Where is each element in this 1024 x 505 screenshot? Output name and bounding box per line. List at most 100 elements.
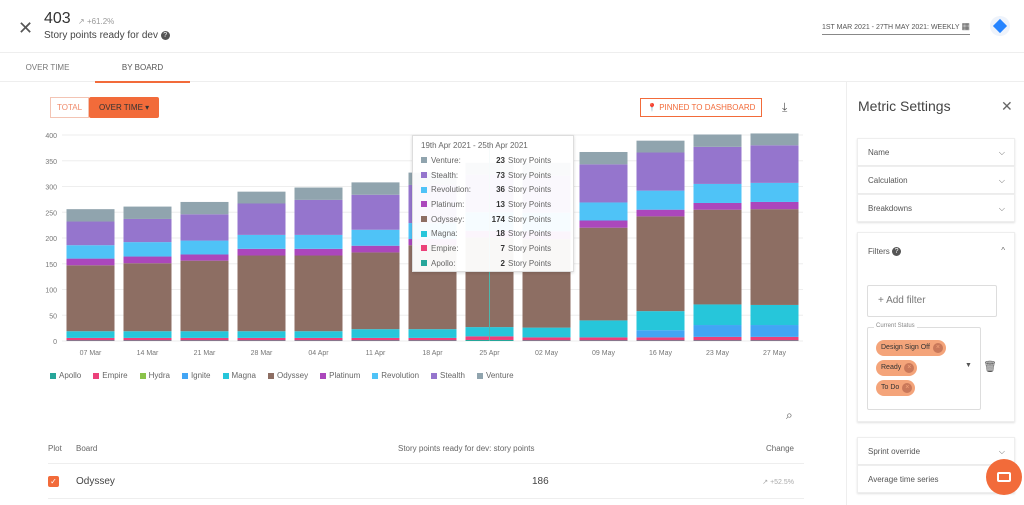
bar-segment-revolution[interactable] (579, 202, 628, 221)
status-dropdown-caret-icon[interactable]: ▼ (965, 362, 972, 369)
bar-segment-apollo[interactable] (180, 340, 229, 341)
bar-segment-revolution[interactable] (693, 183, 742, 203)
col-change[interactable]: Change (765, 444, 794, 453)
tab-by-board[interactable]: BY BOARD (95, 53, 190, 83)
bar-segment-ignite[interactable] (693, 325, 742, 337)
bar-segment-magna[interactable] (66, 331, 115, 338)
close-icon[interactable]: ✕ (18, 18, 34, 38)
bar-segment-odyssey[interactable] (579, 227, 628, 321)
over-time-dropdown[interactable]: OVER TIME ▾ (89, 97, 160, 118)
chat-launcher-icon[interactable] (986, 459, 1022, 495)
section-name[interactable]: Name ⌵ (857, 138, 1015, 166)
bar-segment-revolution[interactable] (123, 242, 172, 257)
bar-segment-revolution[interactable] (750, 182, 799, 202)
bar-segment-odyssey[interactable] (750, 209, 799, 305)
bar-segment-odyssey[interactable] (636, 216, 685, 312)
bar-segment-venture[interactable] (66, 209, 115, 222)
bar-segment-odyssey[interactable] (693, 209, 742, 305)
pinned-to-dashboard-button[interactable]: 📍 PINNED TO DASHBOARD (640, 98, 763, 117)
bar-segment-odyssey[interactable] (123, 263, 172, 332)
bar-segment-venture[interactable] (750, 133, 799, 146)
bar-segment-magna[interactable] (237, 331, 286, 338)
bar-segment-empire[interactable] (693, 336, 742, 341)
bar-segment-stealth[interactable] (579, 164, 628, 203)
help-icon[interactable]: ? (160, 30, 170, 40)
bar-segment-empire[interactable] (237, 337, 286, 341)
bar-segment-platinum[interactable] (294, 248, 343, 256)
remove-chip-icon[interactable]: × (932, 343, 943, 353)
bar-segment-apollo[interactable] (636, 340, 685, 341)
bar-segment-apollo[interactable] (579, 340, 628, 341)
bar-segment-magna[interactable] (522, 327, 571, 338)
plot-checkbox[interactable]: ✓ (48, 476, 59, 487)
bar-segment-apollo[interactable] (522, 340, 571, 341)
legend-item-ignite[interactable]: Ignite (181, 371, 211, 380)
bar-segment-apollo[interactable] (294, 340, 343, 341)
download-icon[interactable]: ⤓ (782, 100, 788, 114)
bar-segment-odyssey[interactable] (66, 265, 115, 332)
bar-segment-venture[interactable] (579, 151, 628, 165)
filters-header[interactable]: Filters ? (868, 247, 902, 257)
bar-segment-venture[interactable] (294, 187, 343, 200)
bar-segment-apollo[interactable] (66, 340, 115, 341)
legend-item-revolution[interactable]: Revolution (372, 371, 419, 380)
bar-segment-empire[interactable] (294, 337, 343, 341)
delete-icon[interactable]: 🗑 (983, 361, 997, 373)
bar-segment-ignite[interactable] (636, 330, 685, 338)
bar-segment-stealth[interactable] (351, 194, 400, 230)
bar-segment-apollo[interactable] (693, 340, 742, 341)
bar-segment-apollo[interactable] (237, 340, 286, 341)
search-icon[interactable]: ⌕ (786, 408, 793, 422)
bar-segment-empire[interactable] (351, 337, 400, 341)
bar-segment-magna[interactable] (693, 304, 742, 326)
bar-segment-stealth[interactable] (237, 203, 286, 235)
help-icon[interactable]: ? (892, 247, 902, 257)
legend-item-empire[interactable]: Empire (93, 371, 128, 380)
bar-segment-odyssey[interactable] (237, 255, 286, 332)
bar-segment-venture[interactable] (636, 140, 685, 153)
bar-segment-revolution[interactable] (294, 234, 343, 249)
close-panel-icon[interactable]: ✕ (1001, 98, 1013, 114)
bar-segment-magna[interactable] (408, 329, 457, 338)
bar-segment-magna[interactable] (180, 331, 229, 338)
col-metric[interactable]: Story points ready for dev: story points (398, 444, 535, 453)
bar-segment-platinum[interactable] (750, 201, 799, 210)
bar-segment-revolution[interactable] (66, 245, 115, 259)
bar-segment-revolution[interactable] (237, 234, 286, 249)
bar-segment-apollo[interactable] (351, 340, 400, 341)
current-status-filter[interactable]: Current Status Design Sign Off × Ready × T… (867, 323, 981, 410)
total-button[interactable]: TOTAL (50, 97, 90, 118)
bar-segment-magna[interactable] (579, 320, 628, 338)
bar-segment-odyssey[interactable] (351, 252, 400, 330)
bar-segment-platinum[interactable] (237, 248, 286, 256)
bar-segment-empire[interactable] (750, 336, 799, 341)
bar-segment-empire[interactable] (66, 337, 115, 341)
section-breakdowns[interactable]: Breakdowns ⌵ (857, 194, 1015, 222)
section-sprint-override[interactable]: Sprint override ⌵ (857, 437, 1015, 465)
bar-segment-platinum[interactable] (66, 258, 115, 266)
bar-segment-stealth[interactable] (180, 214, 229, 241)
bar-segment-magna[interactable] (750, 304, 799, 326)
remove-chip-icon[interactable]: × (904, 363, 915, 373)
date-range-picker[interactable]: 1ST MAR 2021 - 27TH MAY 2021: WEEKLY ▦ (822, 21, 970, 35)
jira-logo-icon[interactable] (990, 16, 1010, 36)
bar-segment-stealth[interactable] (123, 218, 172, 243)
bar-segment-apollo[interactable] (750, 340, 799, 341)
bar-segment-stealth[interactable] (750, 145, 799, 183)
bar-segment-stealth[interactable] (66, 221, 115, 246)
bar-segment-odyssey[interactable] (294, 255, 343, 332)
bar-segment-magna[interactable] (636, 311, 685, 331)
bar-segment-empire[interactable] (636, 337, 685, 341)
bar-segment-venture[interactable] (693, 134, 742, 147)
bar-segment-stealth[interactable] (636, 152, 685, 191)
bar-segment-odyssey[interactable] (180, 260, 229, 332)
bar-segment-platinum[interactable] (693, 202, 742, 210)
bar-segment-empire[interactable] (579, 337, 628, 341)
bar-segment-revolution[interactable] (636, 190, 685, 210)
legend-item-odyssey[interactable]: Odyssey (267, 371, 308, 380)
bar-segment-apollo[interactable] (123, 340, 172, 341)
bar-segment-platinum[interactable] (180, 254, 229, 261)
legend-item-venture[interactable]: Venture (476, 371, 514, 380)
bar-segment-venture[interactable] (123, 206, 172, 219)
legend-item-stealth[interactable]: Stealth (431, 371, 465, 380)
